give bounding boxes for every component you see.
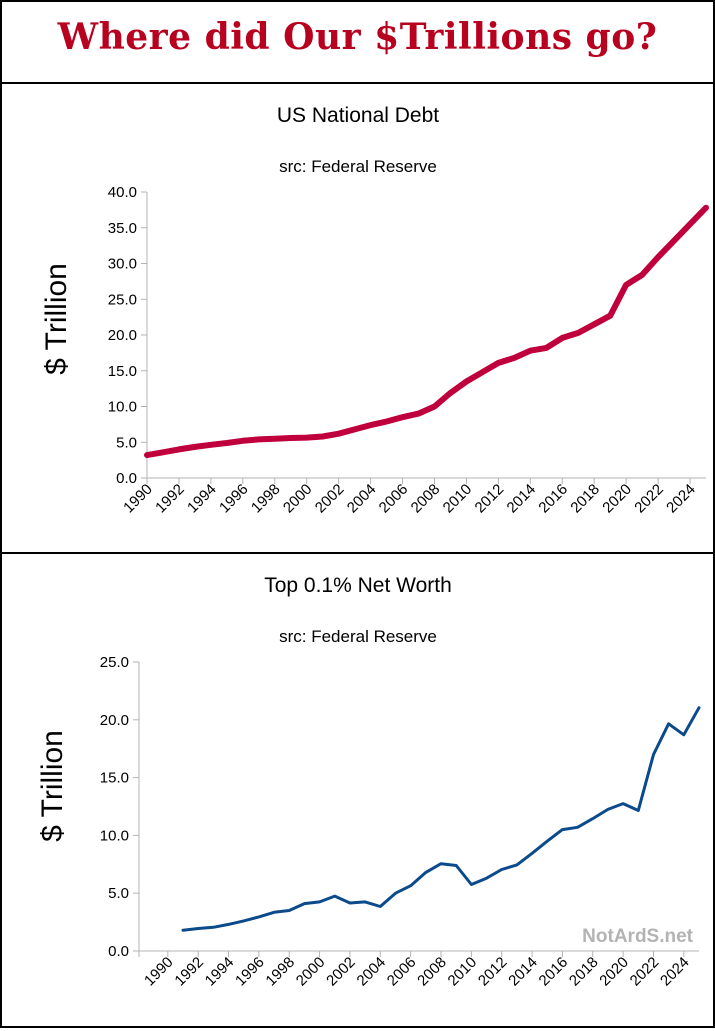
chart-title: Top 0.1% Net Worth [264,574,452,597]
x-tick-label: 2008 [414,954,450,990]
x-tick-label: 2018 [567,481,603,517]
x-tick-label: 2000 [293,954,329,990]
y-tick-label: 25.0 [108,291,137,308]
x-tick-label: 1992 [152,481,188,517]
x-tick-label: 2012 [472,481,508,517]
x-tick-label: 2002 [323,954,359,990]
x-tick-label: 2024 [657,954,693,990]
y-tick-label: 10.0 [108,399,137,416]
x-tick-label: 1996 [216,481,252,517]
x-tick-label: 2006 [376,481,412,517]
x-tick-label: 1994 [184,481,220,517]
x-tick-label: 2006 [384,954,420,990]
chart-panel-national-debt: US National Debt src: Federal Reserve $ … [2,84,713,554]
y-tick-label: 40.0 [108,184,137,201]
y-axis-label: $ Trillion [36,730,69,842]
chart-title: US National Debt [277,104,439,127]
x-tick-label: 2022 [627,954,663,990]
x-tick-label: 1998 [262,954,298,990]
y-tick-label: 25.0 [100,654,129,671]
y-tick-label: 15.0 [100,770,129,787]
y-tick-label: 20.0 [100,712,129,729]
x-tick-label: 2012 [475,954,511,990]
x-tick-label: 1998 [248,481,284,517]
y-axis-label: $ Trillion [40,263,73,375]
x-tick-label: 2020 [599,481,635,517]
x-tick-label: 2010 [445,954,481,990]
x-tick-label: 1992 [171,954,207,990]
y-tick-label: 35.0 [108,220,137,237]
chart-subtitle: src: Federal Reserve [279,627,437,646]
watermark: NotArdS.net [582,926,694,947]
x-tick-label: 2016 [536,954,572,990]
y-tick-label: 20.0 [108,327,137,344]
x-tick-label: 2004 [344,481,380,517]
y-tick-label: 0.0 [108,943,129,960]
y-tick-label: 5.0 [108,885,129,902]
x-tick-label: 1994 [202,954,238,990]
x-tick-label: 2018 [566,954,602,990]
y-tick-label: 10.0 [100,827,129,844]
x-tick-label: 2022 [631,481,667,517]
y-tick-label: 30.0 [108,256,137,273]
national-debt-chart: US National Debt src: Federal Reserve $ … [40,104,709,517]
x-tick-label: 1990 [141,954,177,990]
x-tick-label: 1996 [232,954,268,990]
x-tick-label: 2014 [504,481,540,517]
y-tick-label: 5.0 [116,434,137,451]
x-tick-label: 2020 [596,954,632,990]
x-tick-label: 2010 [440,481,476,517]
y-tick-label: 0.0 [116,470,137,487]
x-tick-label: 2014 [505,954,541,990]
x-tick-label: 2000 [280,481,316,517]
chart-panel-top-net-worth: Top 0.1% Net Worth src: Federal Reserve … [2,554,713,1026]
series-line [181,706,701,932]
x-tick-label: 2008 [408,481,444,517]
y-tick-label: 15.0 [108,363,137,380]
top-net-worth-chart: Top 0.1% Net Worth src: Federal Reserve … [36,574,701,990]
x-tick-label: 2016 [535,481,571,517]
x-tick-label: 2024 [663,481,699,517]
page-title: Where did Our $Trillions go? [57,16,658,58]
series-line [144,204,709,459]
chart-subtitle: src: Federal Reserve [279,157,437,176]
x-tick-label: 2002 [312,481,348,517]
header: Where did Our $Trillions go? [2,2,713,84]
x-tick-label: 2004 [354,954,390,990]
